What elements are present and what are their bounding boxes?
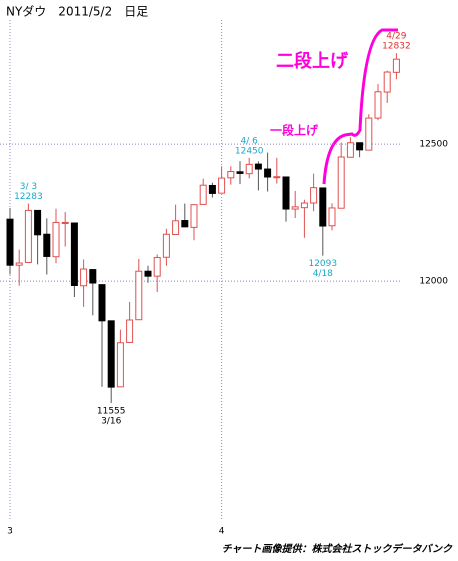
y-tick-label: 12000 — [419, 277, 448, 287]
x-tick-label: 3 — [7, 527, 13, 537]
candle-body — [116, 342, 124, 388]
candle-body — [337, 156, 345, 209]
candle-body — [273, 176, 281, 179]
candle-body — [328, 207, 336, 227]
candle-body — [181, 220, 189, 228]
trend-curve — [322, 28, 398, 185]
candle-body — [43, 233, 51, 257]
candle-body — [208, 184, 216, 194]
candle-body — [319, 187, 327, 227]
candle-body — [70, 222, 78, 286]
candle-body — [365, 117, 373, 151]
extreme-date: 3/16 — [101, 417, 121, 427]
candle-body — [15, 262, 23, 266]
annotation: 二段上げ — [276, 50, 349, 72]
candle-body — [61, 221, 69, 224]
extreme-date: 4/18 — [313, 269, 333, 279]
candle-body — [346, 142, 354, 158]
extreme-value: 12832 — [382, 42, 411, 52]
extreme-value: 11555 — [97, 407, 126, 417]
y-tick-label: 12500 — [419, 140, 448, 150]
candle-body — [356, 142, 364, 151]
chart-title: NYダウ 2011/5/2 日足 — [6, 4, 148, 19]
candle-body — [392, 58, 400, 73]
candle-body — [300, 202, 308, 209]
candle-body — [153, 257, 161, 277]
candle-body — [52, 221, 60, 258]
candle-body — [291, 206, 299, 210]
candle-body — [383, 71, 391, 93]
candle-body — [162, 233, 170, 258]
candle-body — [264, 168, 272, 178]
candle-body — [254, 163, 262, 170]
extreme-value: 12283 — [14, 192, 43, 202]
candle-body — [107, 320, 115, 388]
candle-body — [98, 284, 106, 322]
candle-body — [374, 91, 382, 119]
candle-body — [172, 220, 180, 236]
candle-body — [190, 204, 198, 228]
candle-body — [227, 171, 235, 179]
extreme-value: 12093 — [308, 259, 337, 269]
extreme-date: 3/ 3 — [20, 182, 37, 192]
candle-body — [282, 176, 290, 210]
candle-body — [80, 268, 88, 287]
credit: チャート画像提供：株式会社ストックデータバンク — [222, 543, 453, 555]
candle-body — [24, 209, 32, 263]
candle-body — [144, 270, 152, 277]
x-tick-label: 4 — [219, 527, 225, 537]
extreme-date: 4/ 6 — [241, 136, 259, 146]
candle-body — [218, 177, 226, 194]
candle-body — [245, 163, 253, 175]
candle-body — [310, 187, 318, 204]
extreme-value: 12450 — [235, 146, 264, 156]
candle-body — [89, 269, 97, 284]
extreme-date: 4/29 — [386, 32, 406, 42]
annotation: 一段上げ — [270, 123, 319, 138]
candle-body — [135, 270, 143, 321]
candle-body — [34, 209, 42, 236]
candle-body — [126, 319, 134, 343]
candle-body — [199, 184, 207, 205]
candle-body — [6, 218, 14, 266]
candle-body — [236, 171, 244, 174]
